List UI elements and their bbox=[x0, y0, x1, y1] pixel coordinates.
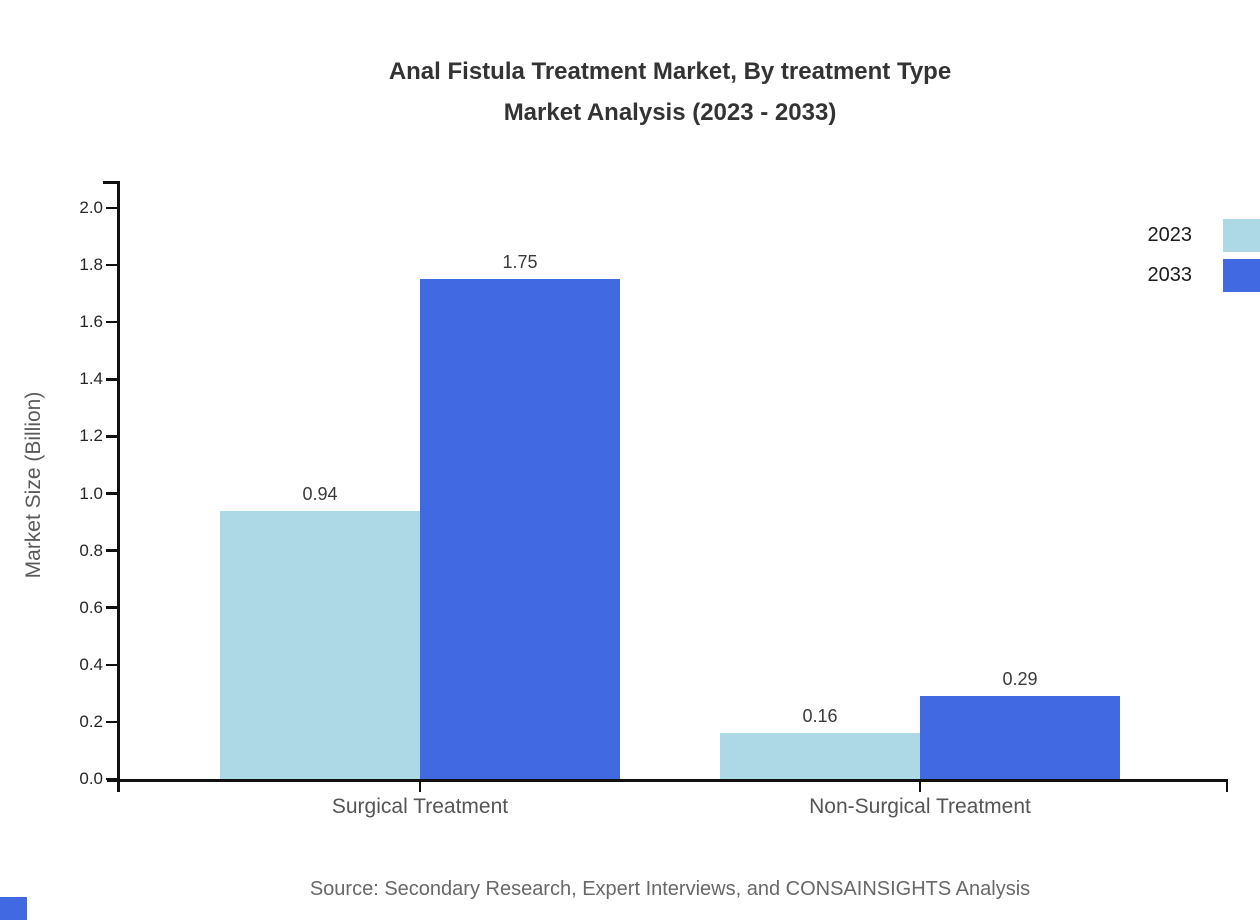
x-axis-tick bbox=[418, 781, 422, 792]
chart-title-line-2: Market Analysis (2023 - 2033) bbox=[503, 99, 837, 126]
y-axis-tick-label: 1.8 bbox=[79, 255, 103, 275]
bar-value-label: 0.16 bbox=[802, 706, 838, 727]
y-axis-tick-label: 0.8 bbox=[79, 540, 103, 560]
y-axis-line bbox=[117, 181, 120, 792]
bar-value-label: 0.94 bbox=[302, 483, 338, 504]
y-axis-tick bbox=[106, 606, 117, 609]
legend-swatch-2023-icon bbox=[1223, 219, 1260, 252]
y-axis-tick bbox=[106, 549, 117, 552]
y-axis-tick-label: 0.0 bbox=[79, 769, 103, 788]
category-label-surgical-treatment: Surgical Treatment bbox=[331, 795, 509, 818]
y-axis-tick-label: 0.4 bbox=[79, 654, 103, 674]
bar-2023-surgical-treatment bbox=[220, 510, 420, 779]
bar-value-label: 0.29 bbox=[1002, 669, 1038, 690]
bar-value-label: 1.75 bbox=[502, 252, 538, 273]
source-note: Source: Secondary Research, Expert Inter… bbox=[309, 878, 1031, 900]
legend-label-2033: 2033 bbox=[1147, 264, 1193, 286]
category-label-non-surgical-treatment: Non-Surgical Treatment bbox=[809, 795, 1031, 818]
chart-title: Anal Fistula Treatment Market, By treatm… bbox=[80, 51, 1260, 133]
legend-swatch-2033-icon bbox=[1223, 259, 1260, 292]
y-axis-tick bbox=[106, 663, 117, 667]
y-axis-tick bbox=[106, 492, 117, 495]
corner-brand-square bbox=[0, 897, 27, 920]
y-axis-tick bbox=[106, 378, 117, 381]
y-axis-tick bbox=[106, 263, 117, 267]
chart-title-line-1: Anal Fistula Treatment Market, By treatm… bbox=[388, 58, 952, 85]
y-axis-tick-label: 0.2 bbox=[79, 711, 103, 731]
y-axis-tick bbox=[106, 435, 117, 438]
y-axis-tick-label: 1.2 bbox=[79, 426, 103, 446]
y-axis-tick bbox=[106, 720, 117, 724]
y-axis-tick-label: 1.4 bbox=[79, 369, 103, 389]
bar-2033-surgical-treatment bbox=[420, 279, 620, 779]
x-axis-tick bbox=[918, 781, 922, 792]
bar-2033-non-surgical-treatment bbox=[920, 696, 1120, 779]
y-axis-tick-label: 1.0 bbox=[79, 483, 103, 503]
y-axis-tick bbox=[106, 320, 117, 324]
y-axis-tick-label: 0.6 bbox=[79, 597, 103, 617]
x-axis-line bbox=[107, 779, 1228, 782]
legend-item-2023: 2023 bbox=[1148, 219, 1260, 252]
bar-2023-non-surgical-treatment bbox=[720, 733, 920, 779]
legend-item-2033: 2033 bbox=[1148, 259, 1260, 292]
legend-label-2023: 2023 bbox=[1147, 224, 1193, 246]
x-axis-end-cap bbox=[1225, 781, 1228, 792]
y-axis-end-cap bbox=[103, 181, 117, 184]
y-axis-tick-label: 1.6 bbox=[79, 312, 103, 332]
y-axis-tick bbox=[106, 206, 117, 210]
legend: 2023 2033 bbox=[1148, 219, 1260, 299]
y-axis-tick-label: 2.0 bbox=[79, 198, 103, 217]
